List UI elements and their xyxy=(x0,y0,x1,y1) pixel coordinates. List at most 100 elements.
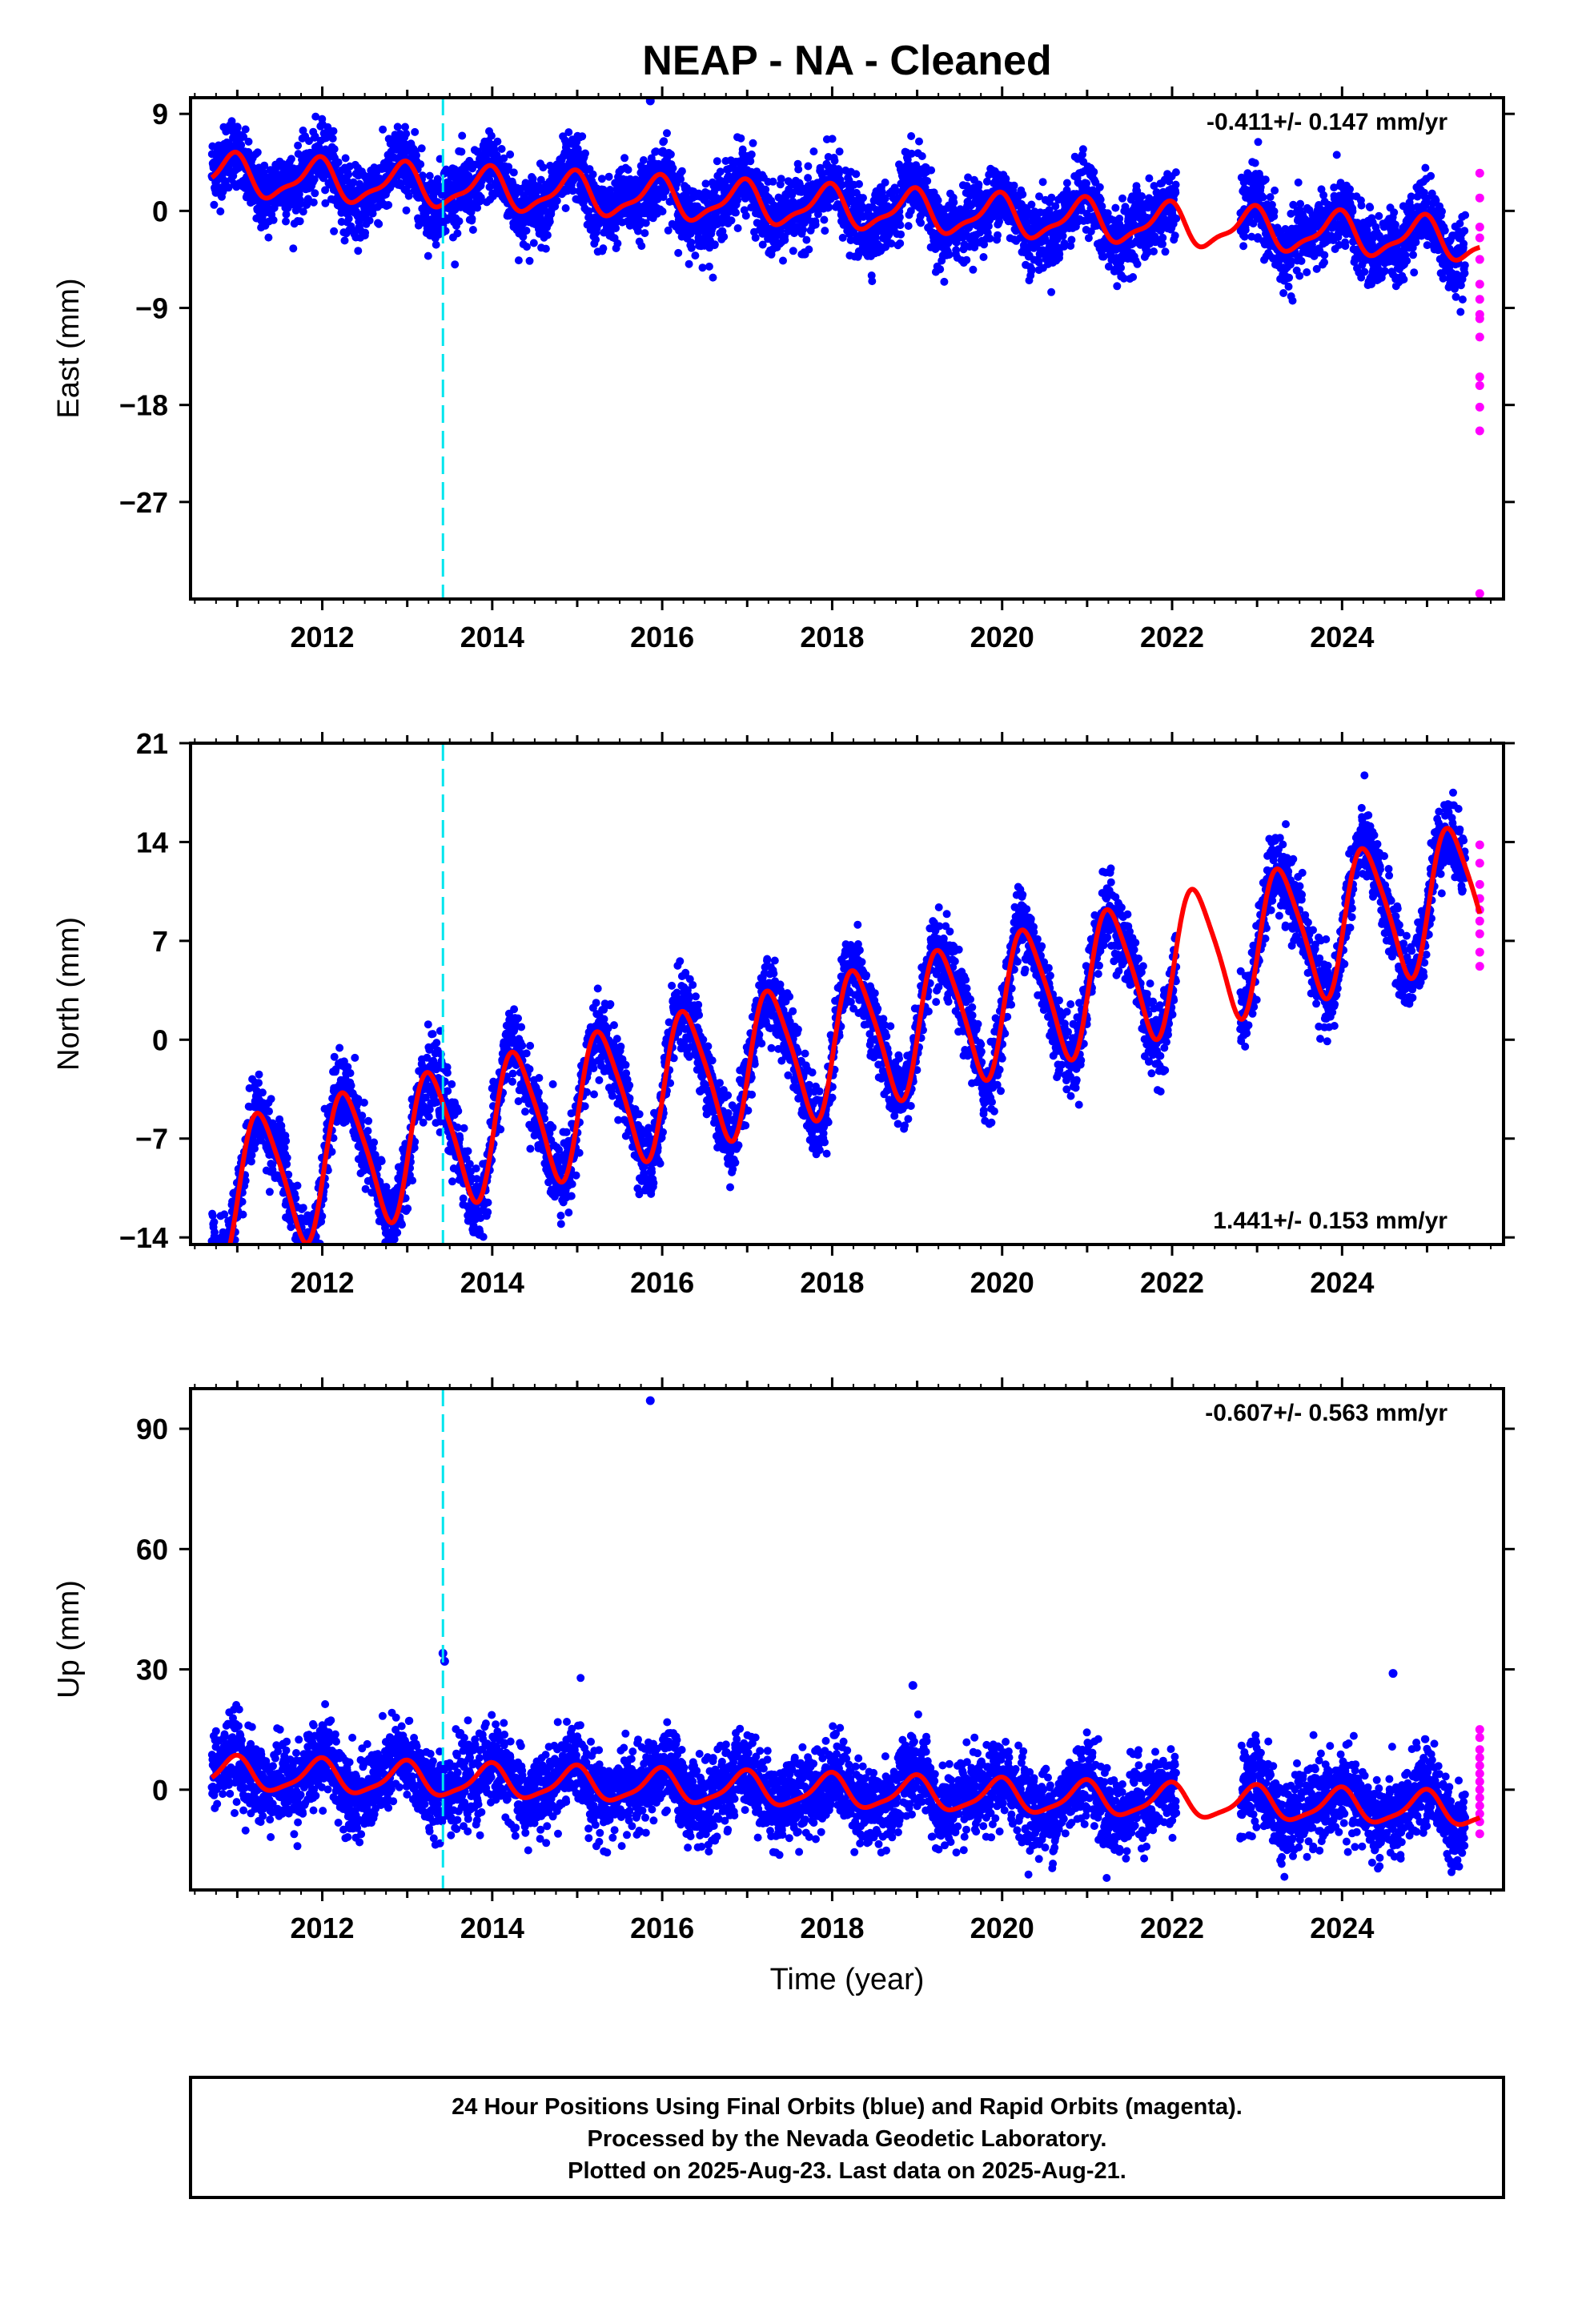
x-tick-label: 2024 xyxy=(1310,621,1374,653)
rapid-orbit-point xyxy=(1475,255,1484,264)
x-tick-label: 2016 xyxy=(630,1266,694,1299)
rapid-orbit-point xyxy=(1475,1793,1484,1803)
x-tick-label: 2012 xyxy=(290,1266,354,1299)
rapid-orbit-point xyxy=(1475,916,1484,926)
y-tick-label: 90 xyxy=(136,1413,168,1445)
final-outlier-point xyxy=(908,1681,917,1691)
rapid-orbit-point xyxy=(1475,168,1484,178)
y-axis-label: Up (mm) xyxy=(52,1580,86,1699)
rapid-orbit-point xyxy=(1475,372,1484,382)
rapid-orbit-point xyxy=(1475,402,1484,412)
rapid-orbit-point xyxy=(1475,929,1484,939)
y-tick-label: 60 xyxy=(136,1533,168,1566)
x-tick-label: 2012 xyxy=(290,1912,354,1944)
rapid-orbit-point xyxy=(1475,589,1484,598)
x-tick-label: 2014 xyxy=(460,1912,524,1944)
rapid-orbit-point xyxy=(1475,1829,1484,1839)
final-outlier-point xyxy=(440,1657,449,1667)
x-tick-label: 2020 xyxy=(970,1912,1034,1944)
footer-box: 24 Hour Positions Using Final Orbits (bl… xyxy=(189,2076,1505,2199)
panel-up: 2012 2014 2016 2018 2020 2022 2024 90 60 30 0 Up (m… xyxy=(52,1377,1515,1996)
x-tick-label: 2018 xyxy=(800,1266,864,1299)
rate-label: -0.607+/- 0.563 mm/yr xyxy=(1205,1400,1447,1426)
model-fit-line-north xyxy=(209,826,1483,1244)
x-tick-label: 2022 xyxy=(1140,1912,1204,1944)
model-fit-line-east xyxy=(210,150,1482,263)
rapid-orbit-point xyxy=(1475,1777,1484,1787)
x-tick-label: 2024 xyxy=(1310,1266,1374,1299)
x-tick-label: 2024 xyxy=(1310,1912,1374,1944)
plot-frame-up xyxy=(189,1387,1505,1892)
y-axis-label: North (mm) xyxy=(52,917,86,1071)
y-tick-label: 14 xyxy=(136,826,168,858)
x-tick-label: 2020 xyxy=(970,621,1034,653)
footer-line-1: 24 Hour Positions Using Final Orbits (bl… xyxy=(452,2094,1243,2120)
y-tick-label: −9 xyxy=(135,292,168,325)
rapid-orbit-point xyxy=(1475,879,1484,889)
x-tick-label: 2022 xyxy=(1140,621,1204,653)
plot-area-up xyxy=(207,1396,1484,1882)
final-outlier-point xyxy=(645,1396,655,1405)
rapid-orbit-point xyxy=(1475,1761,1484,1771)
y-tick-label: 7 xyxy=(152,925,168,958)
rapid-orbit-point xyxy=(1475,426,1484,436)
final-outlier-point xyxy=(1388,1669,1398,1679)
x-tick-label: 2016 xyxy=(630,1912,694,1944)
rapid-orbit-point xyxy=(1475,1801,1484,1811)
x-tick-label: 2016 xyxy=(630,621,694,653)
rapid-orbit-point xyxy=(1475,840,1484,850)
y-tick-label: −27 xyxy=(119,486,168,519)
rapid-orbit-point xyxy=(1475,295,1484,304)
rate-label: -0.411+/- 0.147 mm/yr xyxy=(1207,109,1447,135)
rapid-orbit-point xyxy=(1475,1745,1484,1755)
x-tick-label: 2020 xyxy=(970,1266,1034,1299)
x-tick-label: 2014 xyxy=(460,621,524,653)
plot-frame-east xyxy=(189,96,1505,601)
panel-north: 2012 2014 2016 2018 2020 2022 2024 21 14 7 0 −7 −14 N… xyxy=(52,727,1515,1299)
plot-area-north xyxy=(207,771,1484,1244)
footer-line-3: Plotted on 2025-Aug-23. Last data on 202… xyxy=(568,2158,1126,2184)
rapid-orbit-point xyxy=(1475,858,1484,868)
rapid-orbit-point xyxy=(1475,332,1484,342)
y-tick-label: −14 xyxy=(119,1221,168,1254)
rapid-orbit-point xyxy=(1475,1733,1484,1743)
rate-label: 1.441+/- 0.153 mm/yr xyxy=(1213,1208,1447,1234)
x-tick-label: 2022 xyxy=(1140,1266,1204,1299)
x-axis-label: Time (year) xyxy=(770,1963,925,1996)
rapid-orbit-point xyxy=(1475,1785,1484,1795)
final-outlier-point xyxy=(645,98,655,106)
footer-line-2: Processed by the Nevada Geodetic Laborat… xyxy=(588,2126,1107,2152)
y-tick-label: 0 xyxy=(152,195,168,227)
rapid-orbit-point xyxy=(1475,1769,1484,1779)
y-tick-label: 0 xyxy=(152,1023,168,1056)
y-tick-label: −7 xyxy=(135,1123,168,1156)
y-tick-label: 21 xyxy=(136,727,168,760)
model-fit-line-up xyxy=(210,1752,1482,1827)
plot-frame-north xyxy=(189,742,1505,1246)
y-tick-label: −18 xyxy=(119,389,168,422)
rapid-orbit-point xyxy=(1475,380,1484,390)
rapid-orbit-point xyxy=(1475,947,1484,957)
rapid-orbit-point xyxy=(1475,1809,1484,1819)
x-tick-label: 2018 xyxy=(800,1912,864,1944)
chart-title: NEAP - NA - Cleaned xyxy=(642,38,1051,84)
x-tick-label: 2012 xyxy=(290,621,354,653)
panel-east: 2012 2014 2016 2018 2020 2022 2024 9 0 −9 −18 −27 Ea… xyxy=(52,86,1515,653)
rapid-orbit-point xyxy=(1475,962,1484,971)
rapid-orbit-point xyxy=(1475,1725,1484,1735)
plot-area-east xyxy=(207,98,1484,598)
final-orbit-points-east xyxy=(207,112,1470,316)
y-axis-label: East (mm) xyxy=(52,278,86,418)
rapid-orbit-point xyxy=(1475,193,1484,203)
rapid-orbit-point xyxy=(1475,1753,1484,1763)
rapid-orbit-point xyxy=(1475,233,1484,243)
x-tick-label: 2014 xyxy=(460,1266,524,1299)
rapid-orbit-point xyxy=(1475,314,1484,324)
rapid-orbit-point xyxy=(1475,223,1484,232)
y-tick-label: 30 xyxy=(136,1654,168,1687)
rapid-orbit-point xyxy=(1475,279,1484,289)
x-tick-label: 2018 xyxy=(800,621,864,653)
y-tick-label: 9 xyxy=(152,98,168,131)
y-tick-label: 0 xyxy=(152,1774,168,1807)
